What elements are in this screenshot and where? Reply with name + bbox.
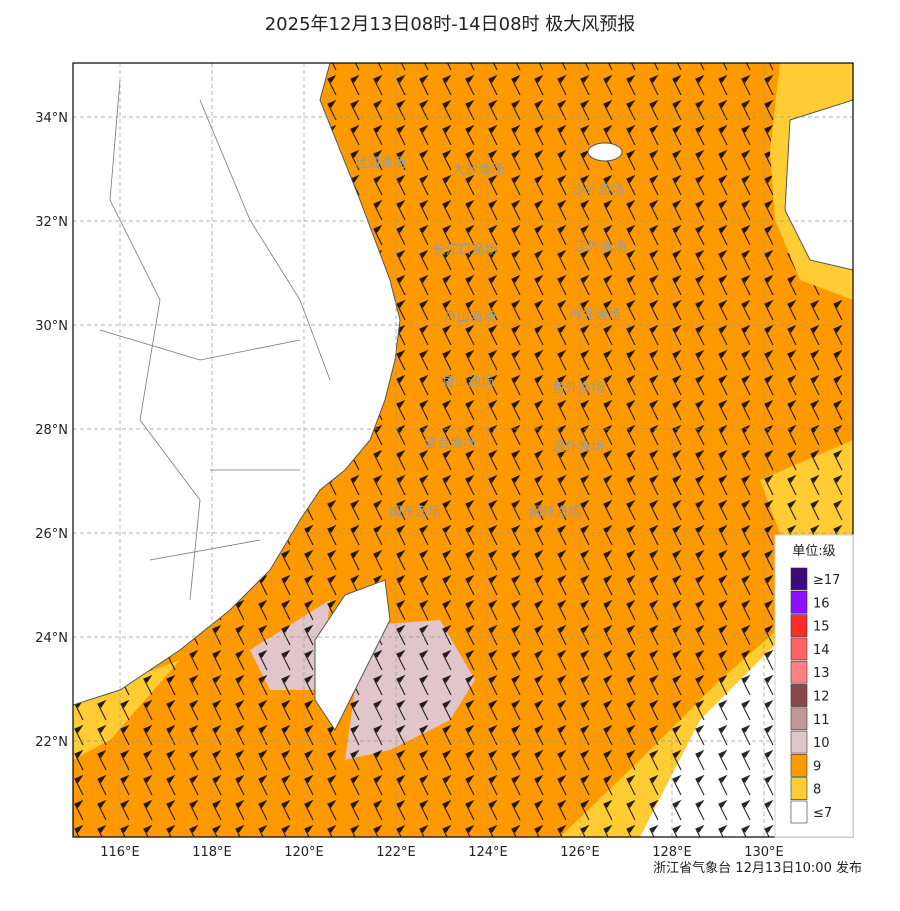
legend-label: 15 — [813, 620, 830, 635]
jeju — [587, 142, 623, 162]
sea-area-label: 沙外渔场 — [572, 183, 624, 198]
province-borders — [99, 79, 331, 601]
sea-area-label: 温外渔场 — [552, 440, 604, 455]
legend: 单位:级 ≥17 16 15 14 13 12 11 10 9 8 ≤7 — [774, 534, 854, 838]
lat-label: 26°N — [35, 527, 68, 542]
legend-label: 13 — [813, 666, 830, 681]
lon-label: 118°E — [192, 845, 232, 860]
lon-label: 116°E — [100, 845, 140, 860]
legend-swatch — [790, 730, 808, 754]
legend-swatch — [790, 684, 808, 707]
legend-label: 8 — [813, 783, 821, 798]
sea-area-label: 闽东渔场 — [389, 505, 441, 520]
taiwan — [314, 579, 391, 731]
legend-swatch — [790, 800, 808, 824]
legend-swatch — [790, 567, 808, 591]
sea-area-label: 大沙渔场 — [452, 163, 504, 178]
lat-label: 34°N — [35, 111, 68, 126]
axis-labels: 34°N 32°N 30°N 28°N 26°N 24°N 22°N 116°E 118°E 12… — [35, 111, 784, 860]
legend-swatch — [790, 637, 808, 661]
legend-label: 10 — [813, 736, 830, 751]
lon-label: 126°E — [560, 845, 600, 860]
map-frame — [72, 62, 854, 838]
legend-swatch — [790, 614, 808, 637]
sea-area-label: 吕泗渔场 — [354, 156, 406, 171]
title: 2025年12月13日08时-14日08时 极大风预报 — [265, 14, 636, 35]
sea-area-label: 鱼山渔场 — [442, 374, 494, 390]
graticule — [73, 63, 853, 837]
legend-swatch — [790, 707, 808, 731]
mainland — [73, 63, 401, 706]
sea-area-label: 江外渔场 — [574, 240, 626, 255]
legend-swatch — [790, 590, 808, 614]
lat-label: 28°N — [35, 423, 68, 438]
lat-label: 22°N — [35, 735, 68, 750]
sea-area-label: 长江口渔场 — [432, 243, 497, 258]
lon-label: 120°E — [284, 845, 324, 860]
sea-area-label: 舟外渔场 — [569, 308, 621, 323]
legend-label: 11 — [813, 713, 830, 728]
legend-label: ≤7 — [813, 806, 832, 821]
sea-area-label: 舟山渔场 — [444, 310, 496, 325]
legend-label: 12 — [813, 690, 830, 705]
legend-label: 9 — [813, 759, 821, 774]
lon-label: 130°E — [744, 845, 784, 860]
kyushu — [784, 99, 853, 271]
sea-area-label: 闽外渔场 — [529, 505, 581, 520]
legend-title: 单位:级 — [792, 544, 835, 559]
legend-label: ≥17 — [813, 573, 840, 588]
legend-label: 16 — [813, 596, 830, 611]
footer: 浙江省气象台 12月13日10:00 发布 — [653, 860, 862, 876]
sea-area-label: 鱼外渔场 — [552, 380, 604, 396]
lat-label: 30°N — [35, 319, 68, 334]
lat-label: 32°N — [35, 215, 68, 230]
legend-swatch — [790, 660, 808, 684]
sea-area-label: 温台渔场 — [424, 436, 476, 451]
lon-label: 128°E — [652, 845, 692, 860]
lon-label: 122°E — [376, 845, 416, 860]
lat-label: 24°N — [35, 631, 68, 646]
legend-swatch — [790, 754, 808, 777]
legend-box — [774, 534, 854, 838]
lon-label: 124°E — [468, 845, 508, 860]
legend-swatch — [790, 777, 808, 801]
legend-label: 14 — [813, 643, 830, 658]
